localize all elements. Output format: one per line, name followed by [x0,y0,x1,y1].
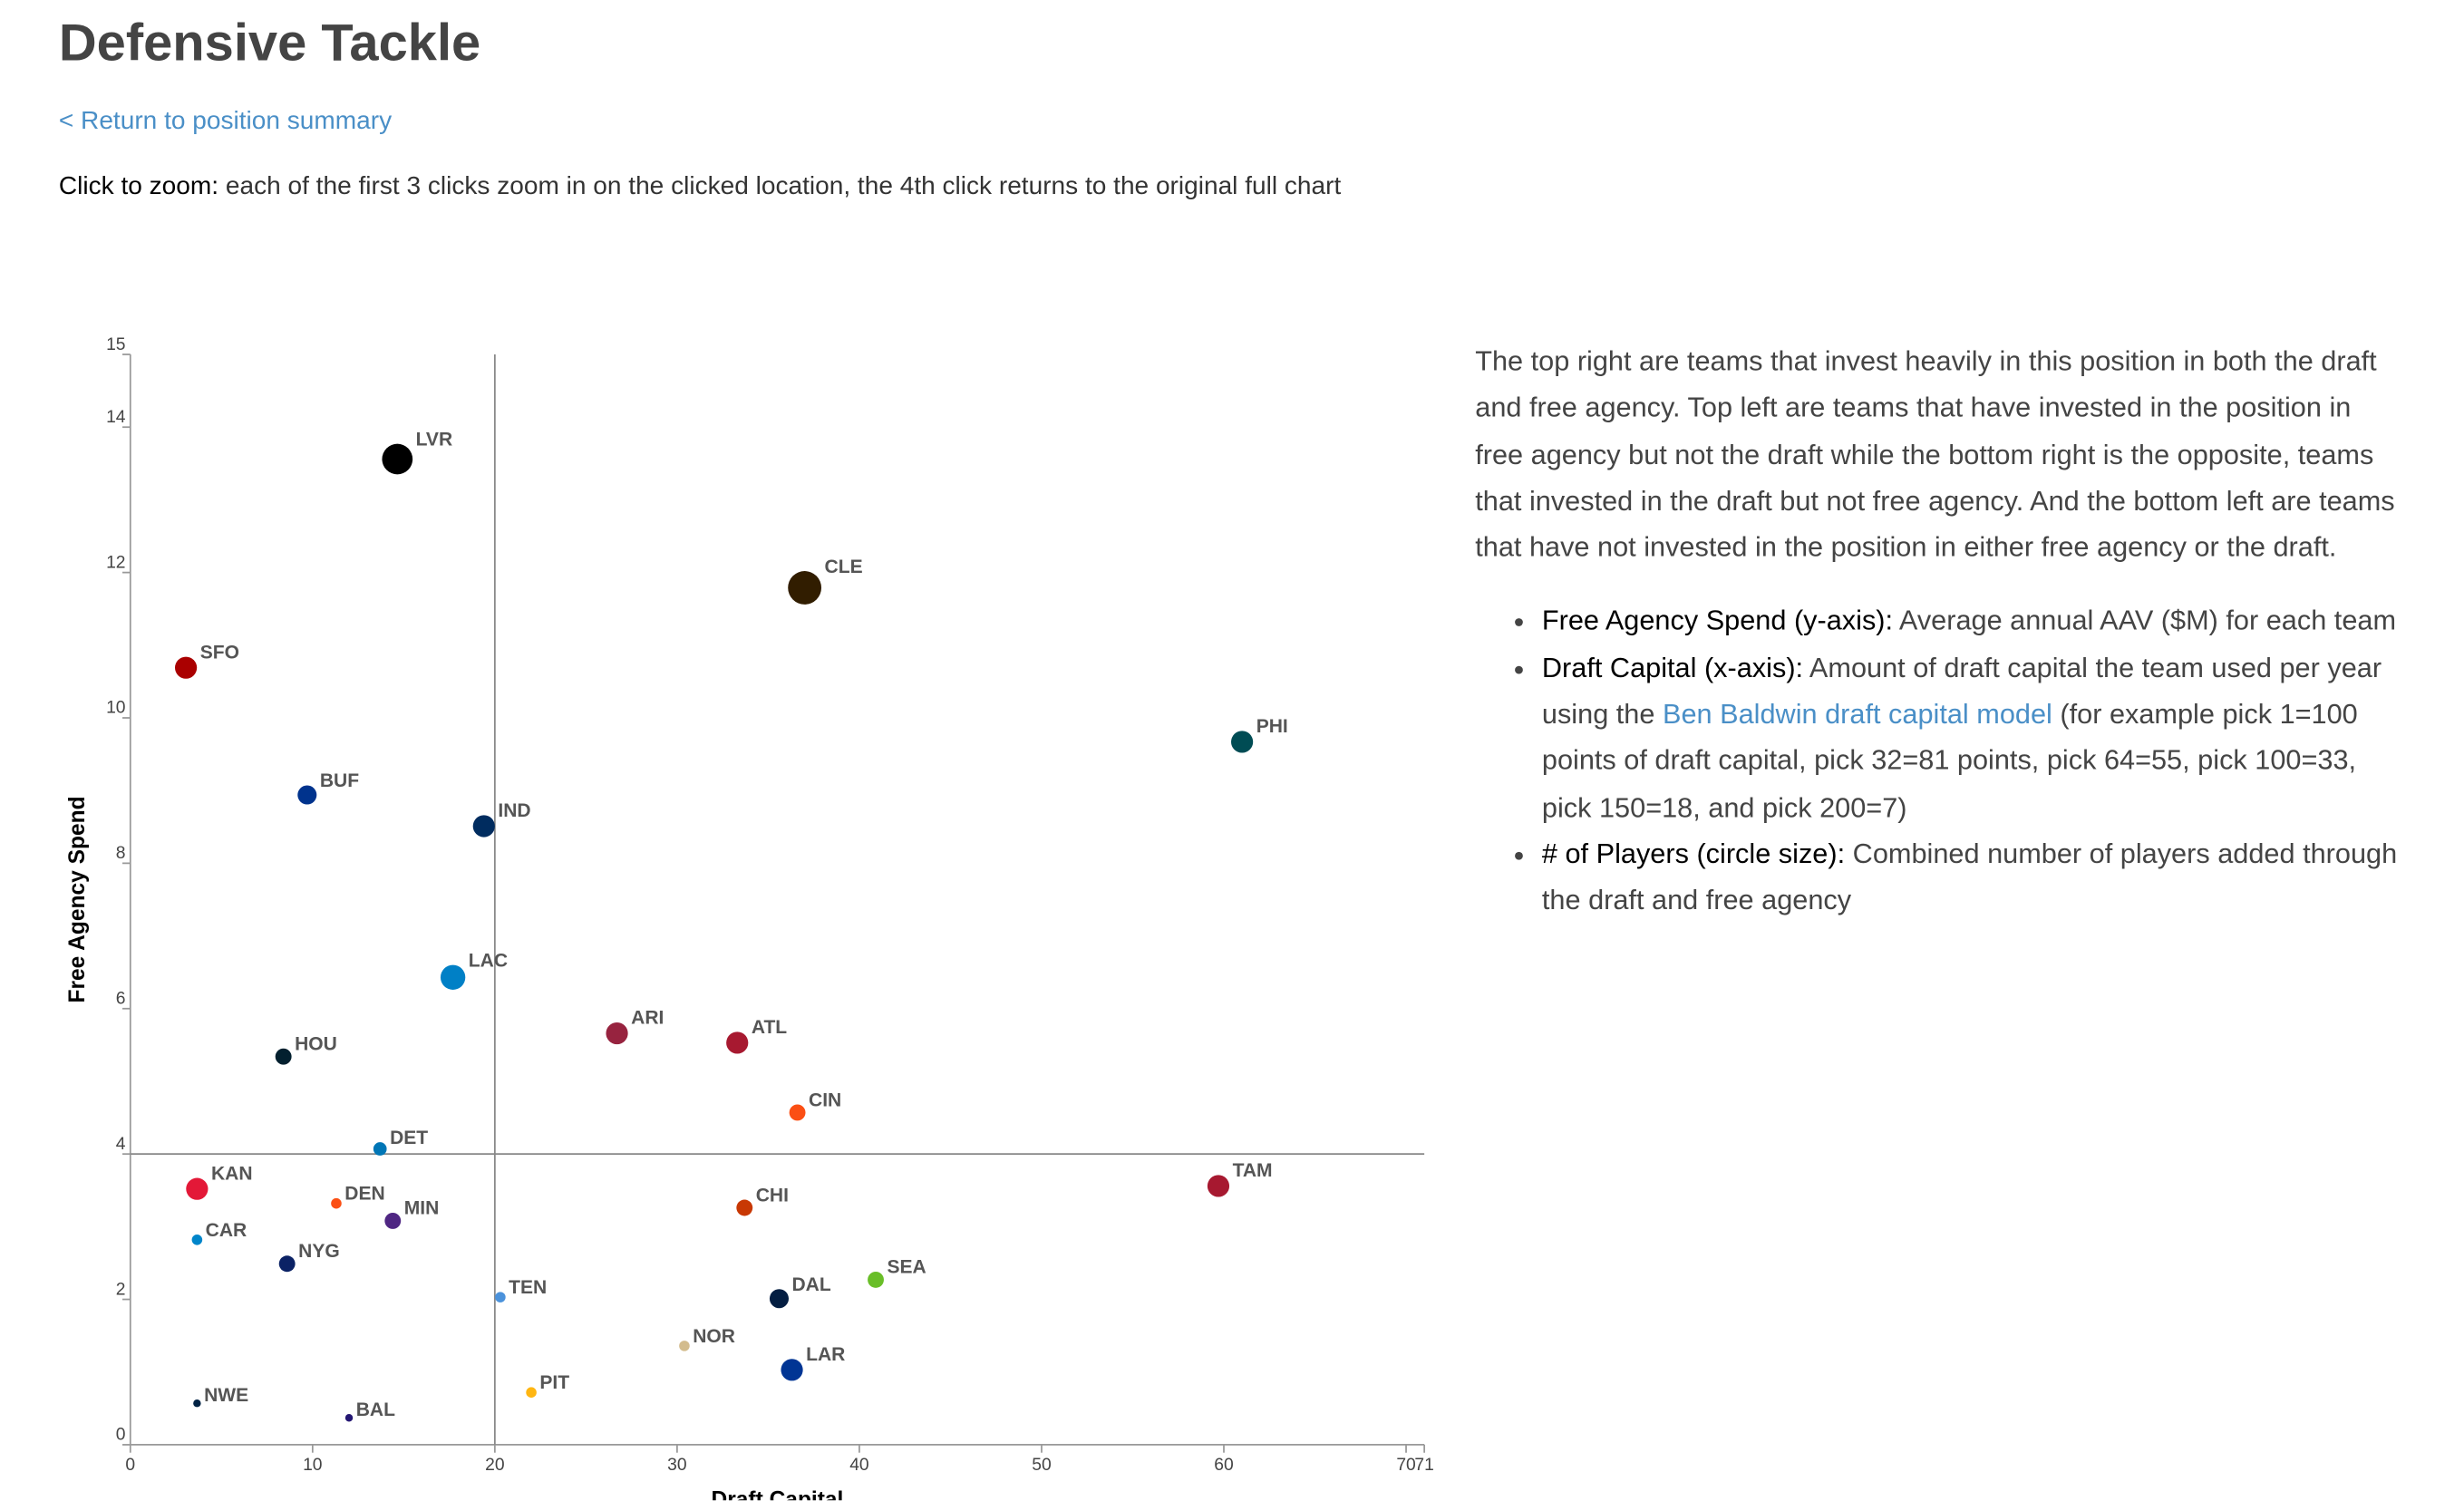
description: The top right are teams that invest heav… [1475,338,2397,924]
team-point[interactable] [472,815,495,838]
point-label: BAL [356,1399,395,1420]
bullet-text: Combined number of players added through… [1541,838,2398,916]
bullet: Free Agency Spend (y-axis): Average annu… [1542,598,2397,644]
zoom-text: each of the first 3 clicks zoom in on th… [225,173,1342,200]
point-label: CHI [756,1185,789,1206]
team-point[interactable] [175,656,198,679]
team-point[interactable] [781,1359,803,1381]
x-tick-label: 71 [1414,1456,1433,1475]
x-tick-label: 10 [303,1456,322,1475]
x-tick-label: 40 [849,1456,868,1475]
y-tick-label: 0 [116,1426,126,1445]
point-label: MIN [404,1198,440,1219]
point-label: CIN [809,1089,841,1110]
bullet: Draft Capital (x-axis): Amount of draft … [1542,645,2397,831]
y-tick-label: 8 [116,844,126,863]
team-point[interactable] [788,571,822,605]
y-tick-label: 2 [116,1280,126,1299]
point-label: TAM [1233,1160,1273,1181]
point-label: IND [498,800,530,821]
point-label: LAR [806,1344,845,1365]
team-point[interactable] [191,1234,203,1245]
team-point[interactable] [495,1292,506,1302]
team-point[interactable] [1207,1175,1230,1197]
point-label: HOU [295,1034,337,1055]
team-point[interactable] [440,964,466,990]
zoom-hint: Click to zoom: each of the first 3 click… [59,173,1341,202]
team-point[interactable] [726,1031,749,1054]
team-point[interactable] [606,1022,628,1045]
team-point[interactable] [186,1177,209,1200]
point-label: CLE [825,557,863,577]
team-point[interactable] [789,1104,806,1121]
point-label: NYG [298,1241,340,1262]
x-axis-label: Draft Capital [712,1487,844,1500]
team-point[interactable] [736,1199,753,1216]
point-label: NOR [693,1326,735,1347]
y-tick-label: 15 [106,335,125,354]
description-paragraph: The top right are teams that invest heav… [1475,344,2395,564]
y-tick-label: 12 [106,553,125,572]
y-tick-label: 4 [116,1135,126,1154]
point-label: DET [390,1128,428,1148]
bullet-label: Draft Capital (x-axis): [1541,651,1804,683]
x-tick-label: 20 [485,1456,504,1475]
model-link[interactable]: Ben Baldwin draft capital model [1662,697,2052,730]
x-tick-label: 30 [667,1456,686,1475]
team-point[interactable] [373,1142,387,1156]
point-label: TEN [509,1277,547,1298]
team-point[interactable] [1231,731,1254,753]
point-label: SEA [887,1257,926,1278]
y-tick-label: 14 [106,408,126,427]
team-point[interactable] [278,1255,296,1273]
point-label: ARI [631,1008,664,1029]
zoom-label: Click to zoom: [58,173,219,200]
point-label: KAN [211,1163,253,1184]
bullet: # of Players (circle size): Combined num… [1542,831,2397,925]
point-label: NWE [204,1385,248,1406]
point-label: LAC [469,950,508,971]
x-tick-label: 50 [1032,1456,1051,1475]
team-point[interactable] [868,1271,884,1288]
page-title: Defensive Tackle [58,13,481,72]
x-tick-label: 0 [125,1456,135,1475]
x-tick-label: 60 [1214,1456,1233,1475]
team-point[interactable] [275,1048,292,1065]
y-tick-label: 10 [106,699,125,718]
team-point[interactable] [344,1414,354,1422]
bullet-list: Free Agency Spend (y-axis): Average annu… [1475,598,2397,925]
point-label: ATL [752,1017,787,1038]
bullet-label: Free Agency Spend (y-axis): [1541,605,1894,637]
team-point[interactable] [679,1341,690,1351]
team-point[interactable] [297,785,317,805]
bullet-text: (for example pick 1=100 points of draft … [1541,697,2358,823]
bullet-text: Amount of draft capital the team used pe… [1541,651,2382,730]
team-point[interactable] [382,443,413,475]
bullet-label: # of Players (circle size): [1541,838,1846,870]
point-label: BUF [320,770,359,791]
team-point[interactable] [769,1289,789,1309]
team-point[interactable] [331,1197,342,1209]
y-tick-label: 6 [116,990,126,1009]
team-point[interactable] [526,1387,537,1398]
point-label: SFO [200,642,239,663]
point-label: PHI [1256,716,1288,737]
point-label: CAR [206,1220,247,1241]
point-label: DAL [791,1274,830,1295]
team-point[interactable] [384,1212,402,1229]
point-label: PIT [539,1372,569,1393]
bullet-text: Average annual AAV ($M) for each team [1898,605,2397,637]
return-link[interactable]: < Return to position summary [58,108,393,136]
y-axis-label: Free Agency Spend [65,796,90,1002]
point-label: LVR [416,429,453,450]
x-tick-label: 70 [1396,1456,1415,1475]
point-label: DEN [344,1184,384,1205]
team-point[interactable] [193,1399,201,1408]
